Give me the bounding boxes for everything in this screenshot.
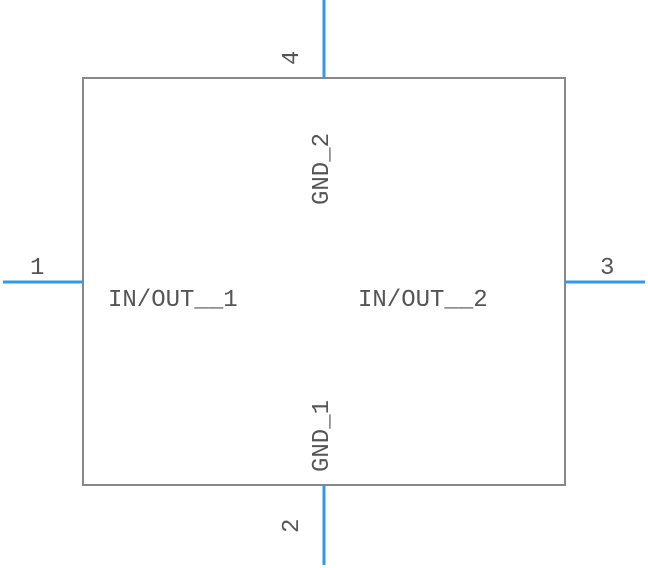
pin-number-4: 4 xyxy=(279,51,306,65)
pin-function-4: GND_2 xyxy=(309,133,336,205)
canvas-bg xyxy=(0,0,648,568)
pin-number-2: 2 xyxy=(279,519,306,533)
schematic-symbol: 1 IN/OUT__1 2 GND_1 3 IN/OUT__2 4 GND_2 xyxy=(0,0,648,568)
pin-number-1: 1 xyxy=(30,255,44,282)
pin-function-2: GND_1 xyxy=(309,400,336,472)
pin-function-1: IN/OUT__1 xyxy=(108,287,238,314)
pin-number-3: 3 xyxy=(600,255,614,282)
pin-function-3: IN/OUT__2 xyxy=(358,287,488,314)
